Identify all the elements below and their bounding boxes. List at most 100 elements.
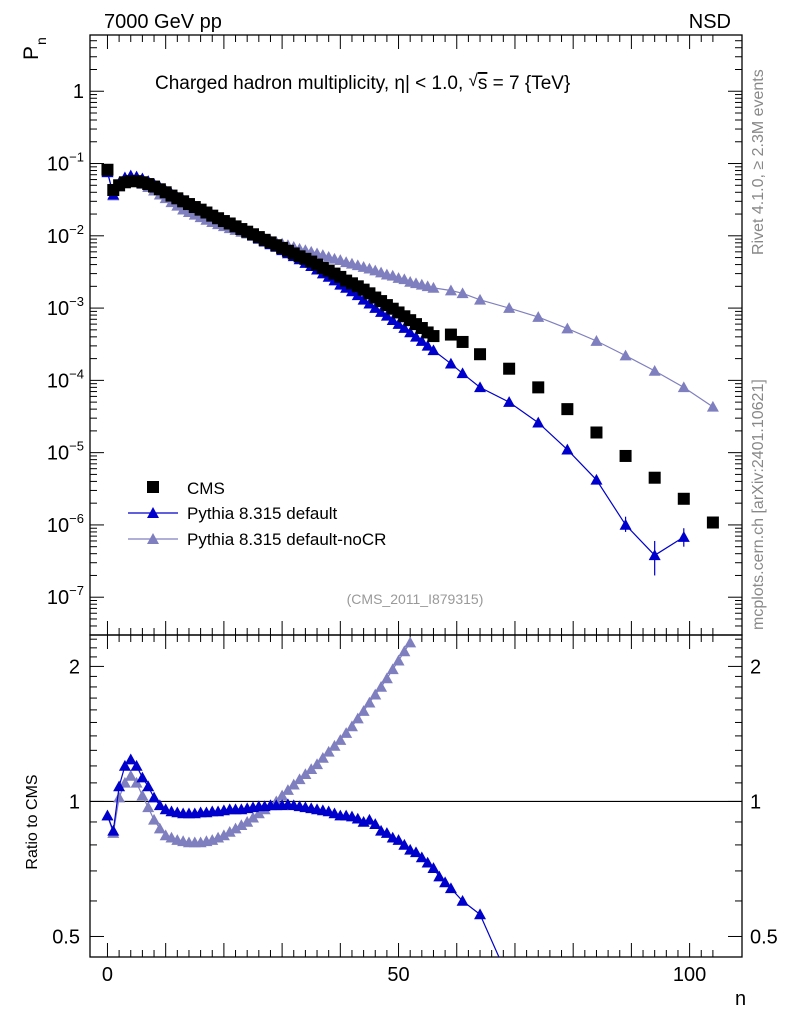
ratio-data-point xyxy=(142,780,155,792)
cms-data-point xyxy=(427,330,440,343)
main-data-point xyxy=(648,549,661,561)
main-data-point xyxy=(503,302,516,313)
legend: CMS Pythia 8.315 default Pythia 8.315 de… xyxy=(128,479,386,549)
ratio-data-point xyxy=(410,846,422,858)
ratio-y-tick-label: 1 xyxy=(69,791,80,813)
main-data-point xyxy=(474,293,487,305)
cms-data-point xyxy=(503,362,516,375)
ratio-data-point xyxy=(118,759,131,771)
ratio-data-point xyxy=(136,771,149,783)
ratio-data-point xyxy=(124,753,137,765)
main-data-point xyxy=(561,322,574,334)
main-data-point xyxy=(619,349,632,361)
analysis-id-watermark: (CMS_2011_I879315) xyxy=(347,591,484,607)
main-data-point xyxy=(677,531,690,542)
main-y-tick-label: 10−4 xyxy=(47,366,84,392)
ratio-data-point xyxy=(217,829,230,841)
ratio-data-point xyxy=(299,768,312,780)
x-tick-label: 0 xyxy=(102,964,113,986)
main-data-point xyxy=(590,335,603,346)
cms-data-point xyxy=(561,403,574,416)
ratio-data-point xyxy=(311,758,324,770)
main-data-point xyxy=(456,287,469,299)
main-y-tick-label: 10−1 xyxy=(47,150,84,176)
x-tick-label: 50 xyxy=(387,964,409,986)
main-data-point xyxy=(404,326,417,338)
main-data-point xyxy=(375,306,388,317)
legend-default-label: Pythia 8.315 default xyxy=(187,504,338,523)
cms-data-point xyxy=(532,381,545,394)
ratio-data-point xyxy=(375,680,388,692)
main-data-point xyxy=(386,314,399,325)
cms-data-point xyxy=(677,492,690,505)
ratio-y-tick-label: 2 xyxy=(69,656,80,678)
ratio-data-point xyxy=(136,789,149,801)
ratio-data-point xyxy=(113,791,126,803)
legend-cms-marker xyxy=(147,481,159,493)
ratio-plot-frame xyxy=(89,634,743,958)
ratio-y-tick-label-right: 0.5 xyxy=(750,926,778,948)
main-y-tick-label: 10−5 xyxy=(47,439,84,465)
main-data-point xyxy=(444,357,457,369)
main-data-point xyxy=(444,284,457,296)
main-data-point xyxy=(392,318,405,329)
cms-data-point xyxy=(619,449,632,462)
legend-default-marker xyxy=(147,507,159,518)
main-y-tick-label: 10−3 xyxy=(47,294,84,320)
ratio-series-group xyxy=(101,636,500,957)
ratio-data-point xyxy=(252,807,265,819)
main-y-tick-label: 10−7 xyxy=(47,583,84,609)
header-process-label: NSD xyxy=(689,11,731,33)
legend-nocr-marker xyxy=(147,533,159,544)
ratio-data-point xyxy=(380,827,393,838)
x-axis-label: n xyxy=(735,988,746,1010)
cms-data-point xyxy=(444,328,457,341)
ratio-data-point xyxy=(415,851,428,863)
ratio-data-point xyxy=(276,789,289,801)
ratio-data-point xyxy=(142,801,155,813)
ratio-data-point xyxy=(421,856,434,868)
ratio-data-point xyxy=(363,813,376,825)
ratio-data-point xyxy=(153,822,166,834)
cms-data-point xyxy=(648,471,661,484)
main-data-point xyxy=(561,443,574,455)
ratio-data-point xyxy=(433,870,446,882)
mcplots-reference-label: mcplots.cern.ch [arXiv:2401.10621] xyxy=(750,379,767,630)
cms-data-point xyxy=(474,348,487,361)
legend-nocr-label: Pythia 8.315 default-noCR xyxy=(187,530,386,549)
main-data-point xyxy=(532,416,545,428)
ratio-data-point xyxy=(130,759,143,771)
main-axes: 10−7 10−6 10−5 10−4 10−3 10−2 10−1 1 xyxy=(47,34,742,636)
ratio-data-point xyxy=(427,862,440,873)
ratio-data-point xyxy=(363,696,376,708)
ratio-data-point xyxy=(398,645,411,657)
ratio-data-point xyxy=(113,780,126,792)
ratio-data-point xyxy=(148,813,161,825)
main-data-point xyxy=(427,344,440,356)
ratio-data-point xyxy=(474,908,487,920)
main-data-point xyxy=(590,473,603,485)
ratio-data-point xyxy=(345,720,358,732)
main-data-point xyxy=(474,381,487,393)
ratio-axes: 0.5 0.5 1 1 2 2 0 50 100 xyxy=(52,635,778,986)
cms-data-point xyxy=(590,426,603,439)
ratio-data-point xyxy=(118,776,131,788)
ratio-data-point xyxy=(124,769,137,781)
ratio-data-point xyxy=(369,818,382,829)
ratio-data-point xyxy=(357,705,370,716)
ratio-data-point xyxy=(281,784,294,795)
ratio-data-point xyxy=(404,636,417,648)
cms-data-point xyxy=(706,516,719,529)
ratio-data-point xyxy=(241,815,254,827)
main-y-tick-label: 1 xyxy=(73,81,84,103)
ratio-data-point xyxy=(247,811,259,823)
cms-data-point xyxy=(456,335,469,348)
ratio-data-point xyxy=(322,745,335,757)
main-data-point xyxy=(532,311,545,322)
cms-data-point xyxy=(101,163,114,176)
main-y-tick-label: 10−6 xyxy=(47,511,84,537)
main-data-point xyxy=(706,400,719,412)
ratio-y-tick-label: 0.5 xyxy=(52,926,80,948)
ratio-data-point xyxy=(351,812,364,824)
rivet-version-label: Rivet 4.1.0, ≥ 2.3M events xyxy=(750,69,767,255)
